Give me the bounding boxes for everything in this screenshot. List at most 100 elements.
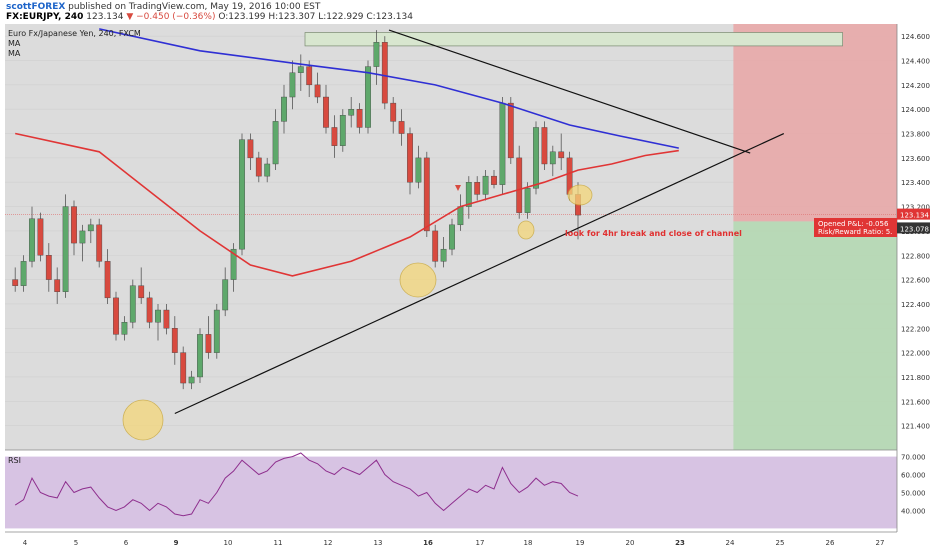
candle[interactable] xyxy=(465,182,472,207)
candle[interactable] xyxy=(482,175,489,195)
candle[interactable] xyxy=(20,261,27,286)
candle[interactable] xyxy=(415,157,422,183)
candle[interactable] xyxy=(12,279,19,286)
highlight-circle xyxy=(122,399,164,441)
x-tick-label: 11 xyxy=(274,539,283,547)
x-tick-label: 25 xyxy=(776,539,785,547)
candle[interactable] xyxy=(491,175,497,185)
candle[interactable] xyxy=(474,182,481,195)
candle[interactable] xyxy=(45,255,52,280)
current-price-tag xyxy=(897,208,930,220)
candle[interactable] xyxy=(323,96,329,128)
candle[interactable] xyxy=(440,248,447,262)
candle[interactable] xyxy=(373,42,380,67)
candle[interactable] xyxy=(239,139,245,250)
rsi-tick-label: 40.000 xyxy=(901,507,926,515)
rsi-band xyxy=(5,456,897,529)
support-trendline[interactable] xyxy=(174,132,785,415)
candle[interactable] xyxy=(205,334,212,353)
ohlc-values: O:123.199 H:123.307 L:122.929 C:123.134 xyxy=(218,12,413,22)
candle[interactable] xyxy=(264,163,271,177)
ma-fast-line xyxy=(15,132,679,277)
candle[interactable] xyxy=(104,261,111,299)
candle[interactable] xyxy=(37,218,44,256)
current-price-text: 123.134 xyxy=(900,212,929,220)
candle[interactable] xyxy=(96,224,103,262)
candle[interactable] xyxy=(407,133,413,183)
candle[interactable] xyxy=(62,206,69,292)
candle[interactable] xyxy=(398,121,405,134)
candle[interactable] xyxy=(54,279,61,292)
x-tick-label: 20 xyxy=(626,539,635,547)
candle[interactable] xyxy=(180,352,187,384)
candle[interactable] xyxy=(516,157,523,213)
author-name[interactable]: scottFOREX xyxy=(6,2,66,12)
last-price: 123.134 xyxy=(86,12,124,22)
candle[interactable] xyxy=(499,102,506,185)
candle[interactable] xyxy=(432,230,439,262)
candle[interactable] xyxy=(197,334,203,378)
y-tick-label: 124.000 xyxy=(901,106,930,114)
y-tick-label: 124.200 xyxy=(901,82,930,90)
candle[interactable] xyxy=(549,151,556,165)
candle[interactable] xyxy=(71,206,77,244)
candle[interactable] xyxy=(449,224,455,250)
candle[interactable] xyxy=(423,157,430,232)
candle[interactable] xyxy=(533,127,539,189)
y-tick-label: 123.800 xyxy=(901,131,930,139)
candle[interactable] xyxy=(348,108,355,116)
candle[interactable] xyxy=(281,96,287,122)
candle[interactable] xyxy=(289,72,296,98)
candle[interactable] xyxy=(79,230,86,244)
y-tick-label: 121.400 xyxy=(901,423,930,431)
symbol-label: FX:EURJPY, 240 xyxy=(6,12,84,22)
candle[interactable] xyxy=(507,102,514,159)
candle[interactable] xyxy=(297,66,304,73)
candle[interactable] xyxy=(524,188,531,213)
candle[interactable] xyxy=(113,297,119,335)
candle[interactable] xyxy=(121,322,128,335)
candle[interactable] xyxy=(381,42,388,104)
candle[interactable] xyxy=(146,297,153,323)
ma-legend-1: MA xyxy=(8,39,21,48)
y-tick-label: 121.800 xyxy=(901,374,930,382)
highlight-circle xyxy=(517,220,535,240)
candle[interactable] xyxy=(365,66,371,128)
y-tick-label: 122.400 xyxy=(901,301,930,309)
candle[interactable] xyxy=(222,279,229,311)
candle[interactable] xyxy=(255,157,262,177)
candle[interactable] xyxy=(457,206,464,226)
x-tick-label: 4 xyxy=(23,539,28,547)
candle[interactable] xyxy=(188,376,195,384)
candle[interactable] xyxy=(541,127,548,165)
candle[interactable] xyxy=(306,66,313,86)
y-tick-label: 122.600 xyxy=(901,277,930,285)
candle[interactable] xyxy=(272,121,279,165)
candle[interactable] xyxy=(314,84,321,98)
candle[interactable] xyxy=(155,309,161,323)
rsi-tick-label: 70.000 xyxy=(901,454,926,462)
candle[interactable] xyxy=(356,108,363,128)
candle[interactable] xyxy=(558,151,565,159)
stop-loss-zone xyxy=(733,24,897,222)
resistance-trendline[interactable] xyxy=(388,29,751,154)
candle[interactable] xyxy=(247,139,254,159)
price-change: ▼ −0.450 (−0.36%) xyxy=(126,12,216,22)
candle[interactable] xyxy=(171,328,178,353)
candle[interactable] xyxy=(230,248,237,280)
candle[interactable] xyxy=(29,218,35,262)
candle[interactable] xyxy=(138,285,145,299)
candle[interactable] xyxy=(129,285,136,323)
candle[interactable] xyxy=(331,127,338,146)
candle[interactable] xyxy=(390,102,397,122)
x-tick-label: 12 xyxy=(324,539,333,547)
candle[interactable] xyxy=(87,224,94,232)
candle[interactable] xyxy=(163,309,170,329)
x-tick-label: 10 xyxy=(224,539,233,547)
candle[interactable] xyxy=(213,309,220,353)
x-tick-label: 18 xyxy=(524,539,533,547)
candle[interactable] xyxy=(339,115,346,146)
x-tick-label: 13 xyxy=(374,539,383,547)
x-tick-label: 16 xyxy=(423,539,433,547)
